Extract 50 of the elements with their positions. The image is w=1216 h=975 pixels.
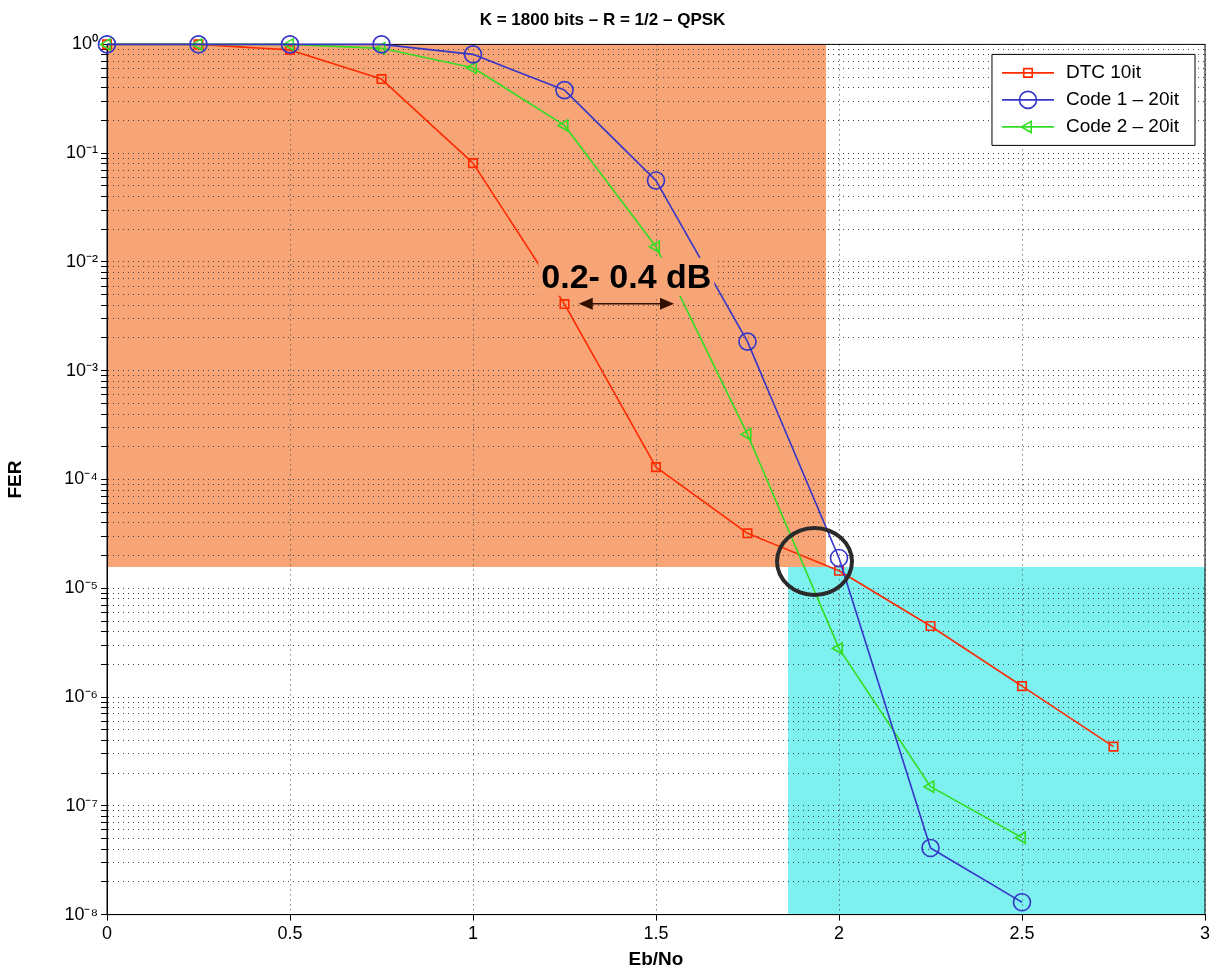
point [372,35,391,54]
x-tick-label: 3 [1199,923,1211,944]
y-tick-label: 10⁻⁶ [64,686,98,707]
point [189,35,208,54]
x-tick-label: 0.5 [277,923,303,944]
legend-label: Code 2 – 20it [1065,115,1180,137]
point [376,74,387,85]
point [555,80,574,100]
point [559,299,570,310]
point [742,528,753,539]
x-tick-label: 2.5 [1009,923,1035,944]
point [923,780,935,794]
point [1016,681,1028,692]
point [829,548,849,568]
point [1012,892,1032,912]
point [648,240,661,254]
y-tick-label: 10⁻¹ [65,142,99,163]
point [738,332,757,351]
y-tick-label: 10⁻⁴ [64,468,98,489]
point [1108,741,1119,752]
point [1014,831,1027,845]
point [650,462,662,473]
x-tick-label: 0 [101,923,113,944]
y-tick-label: 10⁻⁵ [64,577,98,598]
legend-label: Code 1 – 20it [1065,88,1180,110]
y-tick-label: 10⁻³ [65,359,99,380]
point [831,641,844,655]
point [97,35,117,54]
y-tick-label: 10⁻⁷ [65,794,98,815]
point [557,118,569,132]
point [740,427,752,441]
chart-title: K = 1800 bits – R = 1/2 – QPSK [479,9,727,29]
x-tick-label: 1.5 [643,923,669,944]
annotation: 0.2- 0.4 dB [541,257,712,296]
point [280,35,300,54]
y-axis-title: FER [3,460,25,499]
point [463,45,483,64]
point [921,838,940,858]
point [465,61,478,75]
point [467,158,479,169]
point [833,565,845,576]
x-axis-title: Eb/No [628,947,684,969]
y-tick-label: 10⁰ [71,33,98,54]
point [646,171,666,190]
legend-label: DTC 10it [1065,61,1142,83]
y-tick-label: 10⁻⁸ [64,903,98,924]
point [925,620,936,632]
x-tick-label: 1 [467,923,479,944]
y-tick-label: 10⁻² [65,250,99,271]
x-tick-label: 2 [833,923,845,944]
